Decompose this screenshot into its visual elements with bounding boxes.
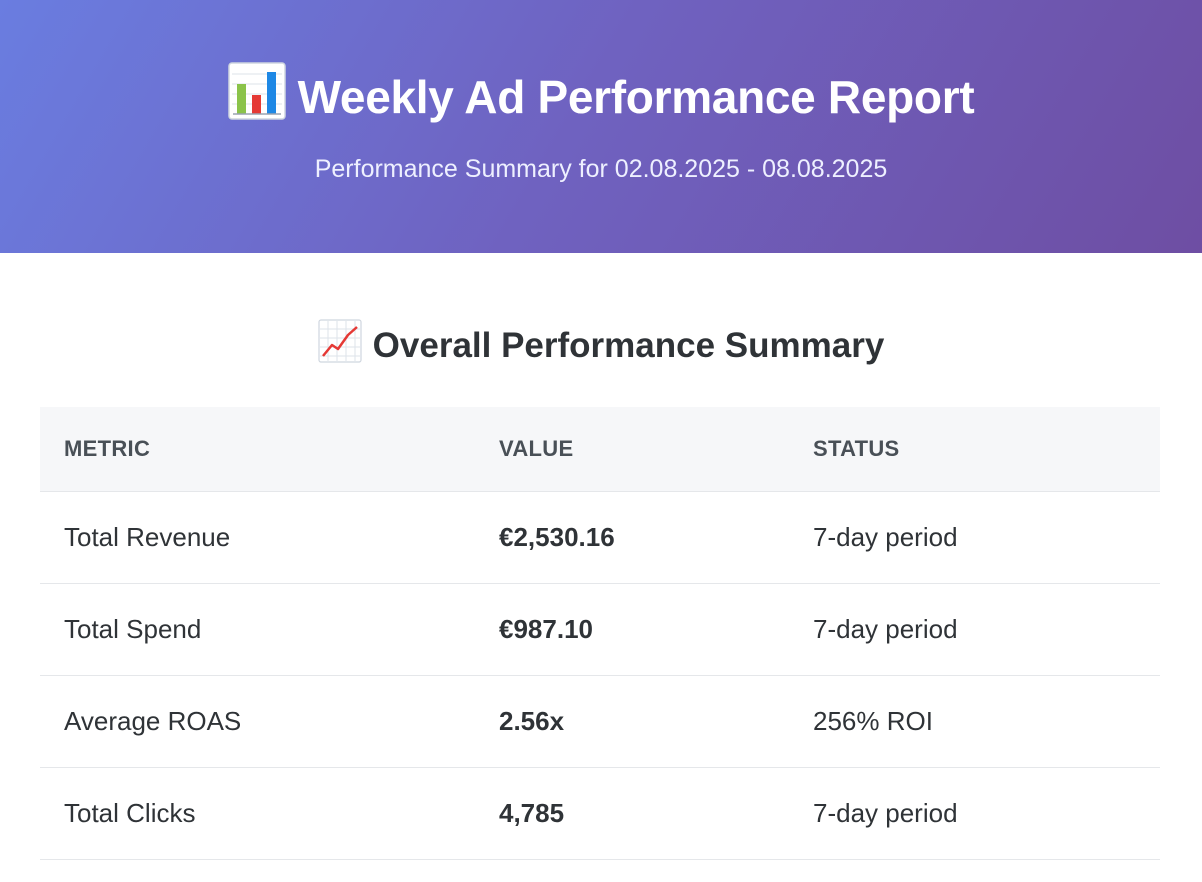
table-row: Total Spend €987.10 7-day period bbox=[40, 584, 1160, 676]
column-header-value: VALUE bbox=[499, 436, 574, 461]
status-cell: 7-day period bbox=[813, 614, 958, 644]
chart-increasing-icon bbox=[318, 319, 362, 372]
table-header: METRIC VALUE STATUS bbox=[40, 407, 1160, 492]
metric-cell: Average ROAS bbox=[64, 706, 242, 736]
value-cell: 2.56x bbox=[499, 706, 565, 736]
status-cell: 7-day period bbox=[813, 798, 958, 828]
page-title: Weekly Ad Performance Report bbox=[0, 62, 1202, 131]
table-row: Total Revenue €2,530.16 7-day period bbox=[40, 492, 1160, 584]
section-title-text: Overall Performance Summary bbox=[372, 325, 885, 365]
value-cell: €987.10 bbox=[499, 614, 593, 644]
performance-table: METRIC VALUE STATUS Total Revenue €2,530… bbox=[40, 407, 1160, 860]
metric-cell: Total Spend bbox=[64, 614, 202, 644]
bar-chart-icon bbox=[227, 62, 286, 131]
status-cell: 7-day period bbox=[813, 522, 958, 552]
status-cell: 256% ROI bbox=[813, 706, 933, 736]
report-header: Weekly Ad Performance Report Performance… bbox=[0, 0, 1202, 253]
value-cell: €2,530.16 bbox=[499, 522, 615, 552]
report-title: Weekly Ad Performance Report bbox=[297, 70, 975, 123]
report-subtitle: Performance Summary for 02.08.2025 - 08.… bbox=[314, 155, 888, 183]
value-cell: 4,785 bbox=[499, 798, 565, 828]
table-row: Total Clicks 4,785 7-day period bbox=[40, 768, 1160, 860]
column-header-status: STATUS bbox=[813, 436, 900, 461]
table-row: Average ROAS 2.56x 256% ROI bbox=[40, 676, 1160, 768]
column-header-metric: METRIC bbox=[64, 436, 151, 461]
section-title: Overall Performance Summary bbox=[0, 319, 1202, 372]
metric-cell: Total Revenue bbox=[64, 522, 231, 552]
metric-cell: Total Clicks bbox=[64, 798, 196, 828]
